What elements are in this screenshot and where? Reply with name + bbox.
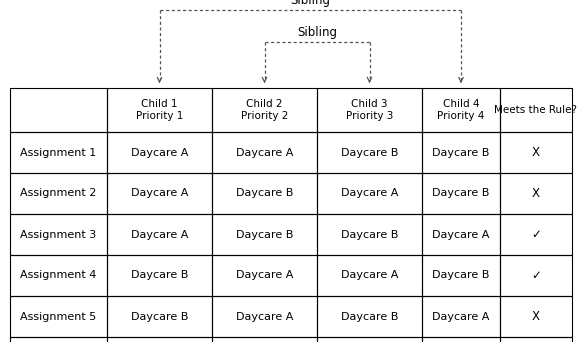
Bar: [10, 132, 107, 173]
Text: Daycare B: Daycare B: [341, 312, 398, 321]
Bar: [317, 255, 422, 296]
Bar: [10, 337, 107, 342]
Bar: [107, 337, 212, 342]
Text: Assignment 4: Assignment 4: [20, 271, 97, 280]
Bar: [10, 214, 107, 255]
Bar: [500, 173, 572, 214]
Bar: [422, 88, 500, 132]
Text: Daycare A: Daycare A: [236, 271, 293, 280]
Text: X: X: [532, 310, 540, 323]
Bar: [212, 173, 317, 214]
Text: Child 1
Priority 1: Child 1 Priority 1: [136, 99, 183, 121]
Text: Daycare A: Daycare A: [131, 188, 188, 198]
Bar: [10, 296, 107, 337]
Bar: [212, 337, 317, 342]
Bar: [107, 132, 212, 173]
Bar: [422, 173, 500, 214]
Text: Daycare A: Daycare A: [341, 271, 398, 280]
Bar: [107, 214, 212, 255]
Text: Daycare A: Daycare A: [236, 312, 293, 321]
Text: ✓: ✓: [531, 228, 541, 241]
Bar: [107, 173, 212, 214]
Text: Child 4
Priority 4: Child 4 Priority 4: [437, 99, 485, 121]
Bar: [422, 132, 500, 173]
Text: Daycare B: Daycare B: [341, 229, 398, 239]
Text: Meets the Rule?: Meets the Rule?: [495, 105, 577, 115]
Bar: [107, 296, 212, 337]
Bar: [500, 214, 572, 255]
Text: Daycare A: Daycare A: [432, 312, 489, 321]
Text: X: X: [532, 187, 540, 200]
Bar: [500, 132, 572, 173]
Bar: [317, 296, 422, 337]
Text: Assignment 3: Assignment 3: [20, 229, 97, 239]
Bar: [500, 255, 572, 296]
Bar: [212, 255, 317, 296]
Bar: [422, 337, 500, 342]
Text: Sibling: Sibling: [290, 0, 330, 7]
Text: Daycare B: Daycare B: [131, 271, 188, 280]
Text: Assignment 1: Assignment 1: [20, 147, 97, 158]
Bar: [10, 255, 107, 296]
Text: Daycare A: Daycare A: [341, 188, 398, 198]
Text: Assignment 5: Assignment 5: [20, 312, 97, 321]
Text: Daycare B: Daycare B: [432, 271, 489, 280]
Bar: [317, 173, 422, 214]
Text: Daycare B: Daycare B: [341, 147, 398, 158]
Text: Daycare B: Daycare B: [131, 312, 188, 321]
Bar: [212, 214, 317, 255]
Text: Daycare B: Daycare B: [432, 188, 489, 198]
Bar: [317, 88, 422, 132]
Bar: [212, 296, 317, 337]
Bar: [500, 88, 572, 132]
Text: Child 2
Priority 2: Child 2 Priority 2: [241, 99, 288, 121]
Text: Daycare B: Daycare B: [236, 188, 293, 198]
Bar: [107, 255, 212, 296]
Bar: [10, 88, 107, 132]
Text: ✓: ✓: [531, 269, 541, 282]
Text: X: X: [532, 146, 540, 159]
Text: Sibling: Sibling: [297, 26, 337, 39]
Bar: [212, 132, 317, 173]
Bar: [422, 214, 500, 255]
Bar: [422, 296, 500, 337]
Bar: [500, 337, 572, 342]
Bar: [10, 173, 107, 214]
Bar: [212, 88, 317, 132]
Text: Child 3
Priority 3: Child 3 Priority 3: [346, 99, 393, 121]
Text: Daycare A: Daycare A: [432, 229, 489, 239]
Text: Daycare A: Daycare A: [131, 147, 188, 158]
Text: Daycare B: Daycare B: [236, 229, 293, 239]
Bar: [317, 337, 422, 342]
Bar: [107, 88, 212, 132]
Bar: [500, 296, 572, 337]
Text: Daycare A: Daycare A: [131, 229, 188, 239]
Bar: [422, 255, 500, 296]
Text: Daycare A: Daycare A: [236, 147, 293, 158]
Text: Assignment 2: Assignment 2: [20, 188, 97, 198]
Bar: [317, 214, 422, 255]
Bar: [317, 132, 422, 173]
Text: Daycare B: Daycare B: [432, 147, 489, 158]
